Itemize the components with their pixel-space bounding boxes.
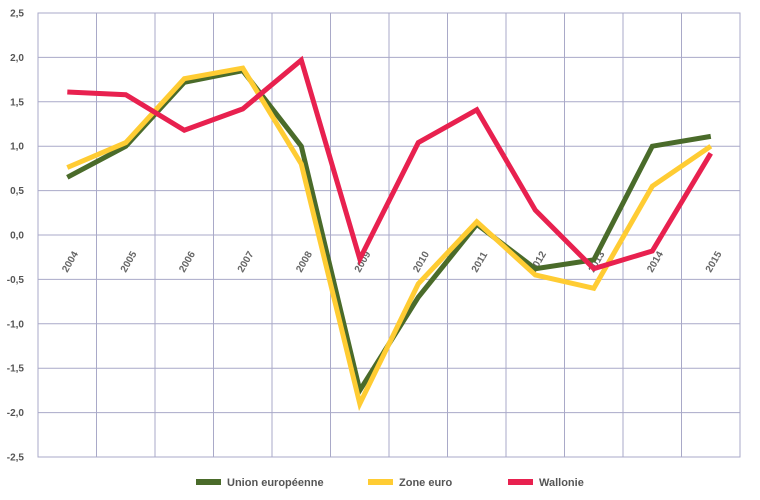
- y-tick-label: -0,5: [7, 275, 25, 286]
- y-tick-label: 2,0: [10, 53, 24, 64]
- legend-label: Wallonie: [539, 477, 584, 489]
- series-line: [66, 65, 713, 412]
- x-tick-label: 2005: [119, 249, 140, 274]
- x-tick-label: 2006: [177, 249, 198, 274]
- x-tick-label: 2007: [236, 249, 257, 274]
- chart-legend: Union européenne Zone euro Wallonie: [196, 477, 584, 489]
- chart-grid: [37, 12, 741, 458]
- x-tick-label: 2011: [470, 250, 491, 275]
- y-tick-label: 0,0: [10, 231, 24, 242]
- y-tick-label: 2,5: [10, 9, 24, 20]
- y-axis-ticks: 2,5 2,0 1,5 1,0 0,5 0,0 -0,5 -1,0 -1,5 -2,0 -2,5: [7, 9, 25, 464]
- y-tick-label: 1,5: [10, 97, 24, 108]
- y-tick-label: 0,5: [10, 186, 24, 197]
- x-tick-label: 2008: [294, 249, 315, 274]
- y-tick-label: 1,0: [10, 142, 24, 153]
- legend-label: Union européenne: [227, 477, 324, 489]
- y-tick-label: -1,5: [7, 364, 25, 375]
- chart-series: [66, 55, 713, 412]
- x-tick-label: 2015: [704, 249, 725, 274]
- y-tick-label: -2,5: [7, 453, 25, 464]
- legend-label: Zone euro: [399, 477, 452, 489]
- x-tick-label: 2004: [60, 249, 81, 274]
- x-axis-ticks: 2004 2005 2006 2007 2008 2009 2010 2011 2012 2013…: [60, 249, 724, 274]
- y-tick-label: -1,0: [7, 319, 25, 330]
- y-tick-label: -2,0: [7, 408, 25, 419]
- series-line: [67, 55, 713, 272]
